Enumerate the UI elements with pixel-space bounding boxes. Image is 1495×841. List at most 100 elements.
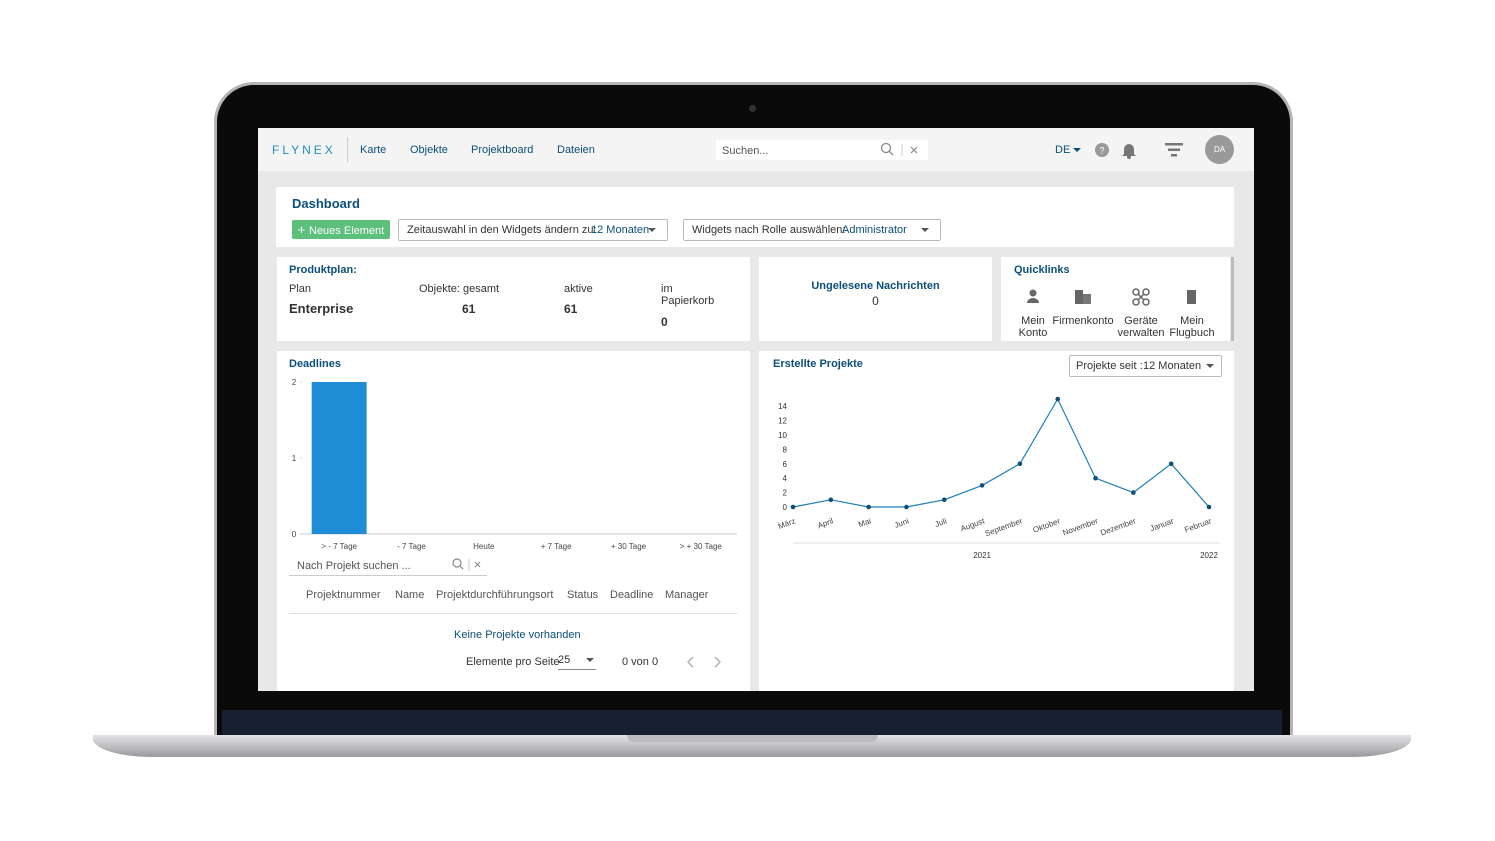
x-tick-label: > - 7 Tage (321, 542, 357, 551)
per-page-select[interactable]: 25 (558, 654, 596, 670)
page-range: 0 von 0 (622, 656, 659, 668)
pager-arrows[interactable] (684, 656, 724, 668)
point (941, 497, 947, 503)
filter-label: Projekte seit : (1076, 360, 1143, 372)
projects-filter[interactable] (1069, 355, 1222, 377)
camera (749, 105, 756, 112)
nav-link[interactable]: Dateien (557, 144, 595, 156)
column-header: Projektdurchführungsort (436, 589, 554, 601)
y-tick-label: 2 (292, 378, 297, 387)
projects-card (759, 351, 1234, 691)
y-tick-label: 12 (778, 417, 787, 426)
base-notch (627, 735, 878, 742)
chart-title: Erstellte Projekte (773, 358, 863, 370)
bar (311, 382, 367, 534)
point (1017, 461, 1023, 467)
time-value: 12 Monaten (591, 224, 650, 236)
point (790, 504, 796, 510)
y-tick-label: 1 (292, 454, 297, 463)
nav-link[interactable]: Karte (360, 144, 387, 156)
nachrichten-card (759, 257, 992, 341)
quicklink[interactable]: Mein Flugbuch (1169, 315, 1215, 339)
caret (921, 228, 929, 232)
caret (1206, 364, 1214, 368)
language[interactable]: DE (1055, 144, 1082, 156)
y-tick-label: 0 (292, 530, 297, 539)
y-tick-label: 0 (783, 503, 788, 512)
search-icons[interactable] (880, 142, 924, 158)
table-search[interactable] (289, 555, 487, 576)
produktplan-card (277, 257, 750, 341)
per-page-value: 25 (558, 654, 571, 666)
x-tick-label: Juni (893, 516, 910, 530)
quicklink[interactable]: Geräte verwalten (1117, 315, 1165, 339)
svg-text:?: ? (1099, 146, 1104, 156)
nav-icons[interactable]: ? (1094, 140, 1189, 160)
column-header: Name (395, 589, 425, 601)
point (1055, 396, 1061, 402)
caret (648, 228, 656, 232)
stat-label: Objekte: gesamt (419, 283, 500, 295)
role-dropdown[interactable] (683, 219, 941, 241)
stat-value: 61 (462, 302, 476, 316)
plan-label: Plan (289, 283, 312, 295)
stat-value: 61 (564, 302, 578, 316)
x-tick-label: + 7 Tage (541, 542, 572, 551)
x-tick-label: Mai (857, 516, 872, 529)
x-tick-label: September (984, 516, 1024, 538)
card-title: Ungelesene Nachrichten (811, 280, 940, 292)
quicklink-icons (1027, 288, 1196, 306)
per-page-label: Elemente pro Seite (466, 656, 560, 668)
line (792, 397, 1210, 508)
stat-label: im Papierkorb (661, 283, 715, 307)
chart-title: Deadlines (289, 358, 341, 370)
x-tick-label: Januar (1149, 516, 1175, 533)
point (1206, 504, 1212, 510)
role-value: Administrator (842, 224, 907, 236)
table-rule (289, 613, 737, 614)
search-box[interactable] (716, 140, 928, 160)
x-tick-label: Juli (934, 516, 949, 529)
x-tick-label: März (777, 516, 797, 531)
role-label: Widgets nach Rolle auswählen: (692, 224, 846, 236)
y-tick-label: 8 (783, 445, 788, 454)
quicklink[interactable]: Mein Konto (1018, 315, 1048, 339)
table-search-icons[interactable] (452, 558, 486, 572)
quicklink[interactable]: Firmenkonto (1052, 315, 1114, 327)
x-tick-label: + 30 Tage (611, 542, 647, 551)
bezel-bottom (222, 710, 1282, 735)
y-tick-label: 14 (778, 402, 787, 411)
column-header: Manager (665, 589, 709, 601)
language-text: DE (1055, 144, 1071, 156)
card-title: Quicklinks (1014, 264, 1070, 276)
time-dropdown[interactable] (398, 219, 668, 241)
stat-value: 0 (661, 315, 668, 329)
point (1131, 490, 1136, 495)
avatar[interactable]: DA (1205, 135, 1234, 164)
new-button-text: Neues Element (309, 225, 385, 237)
point (866, 504, 871, 510)
filter-value: 12 Monaten (1143, 360, 1202, 372)
y-tick-label: 10 (778, 431, 787, 440)
point (1168, 461, 1174, 467)
logo: FLYNEX (272, 143, 336, 157)
x-tick-label: November (1061, 516, 1099, 537)
x-tick-label: August (959, 516, 986, 533)
column-header: Deadline (610, 589, 654, 601)
x-tick-label: Dezember (1099, 516, 1137, 537)
x-tick-label: - 7 Tage (397, 542, 426, 551)
laptop-base (93, 735, 1411, 757)
y-tick-label: 2 (783, 489, 788, 498)
nav-link[interactable]: Projektboard (471, 144, 534, 156)
y-tick-label: 4 (783, 474, 788, 483)
new-button[interactable]: + Neues Element (292, 220, 390, 239)
page-title: Dashboard (292, 196, 360, 211)
point (904, 504, 909, 510)
x-tick-label: Heute (473, 542, 495, 551)
year-label: 2022 (1200, 551, 1218, 560)
x-tick-label: Februar (1183, 516, 1213, 534)
nav-link[interactable]: Objekte (410, 144, 448, 156)
